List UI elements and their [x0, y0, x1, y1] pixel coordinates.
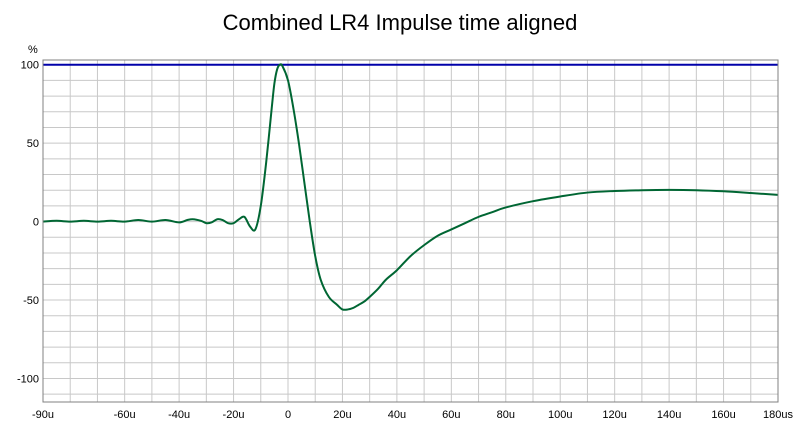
data-series [42, 63, 779, 311]
x-tick-label: 180us [763, 409, 793, 421]
x-tick-label: -20u [223, 409, 245, 421]
y-tick-label: -100 [17, 373, 39, 385]
plot-frame [42, 59, 779, 403]
y-tick-label: -50 [23, 295, 39, 307]
x-tick-label: -90u [32, 409, 54, 421]
x-tick-label: 0 [285, 409, 291, 421]
chart-title: Combined LR4 Impulse time aligned [223, 10, 578, 35]
x-tick-label: -40u [168, 409, 190, 421]
y-tick-label: 0 [33, 217, 39, 229]
grid-lines [42, 60, 779, 402]
tick-labels: -90u -60u -40u -20u 0 20u 40u 60u 80u 100u 120u 140… [17, 60, 794, 421]
y-tick-label: 100 [21, 60, 39, 72]
x-tick-label: 60u [442, 409, 460, 421]
x-tick-label: -60u [114, 409, 136, 421]
x-tick-label: 100u [548, 409, 572, 421]
x-tick-label: 20u [333, 409, 351, 421]
x-tick-label: 80u [497, 409, 515, 421]
x-tick-label: 40u [388, 409, 406, 421]
y-axis-unit: % [28, 44, 38, 56]
x-tick-label: 140u [657, 409, 681, 421]
x-tick-label: 160u [711, 409, 735, 421]
impulse-curve [42, 63, 779, 311]
x-tick-label: 120u [602, 409, 626, 421]
y-tick-label: 50 [27, 138, 39, 150]
